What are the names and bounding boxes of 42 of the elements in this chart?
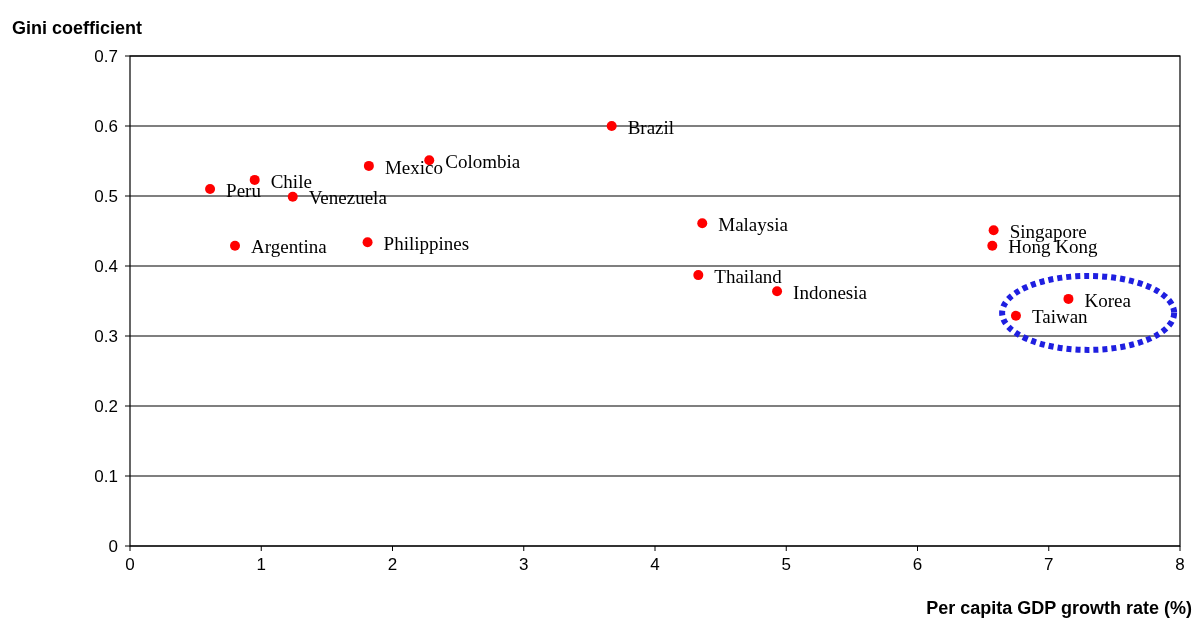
- annotation: Malaysia: [718, 213, 789, 235]
- x-tick-label: 1: [256, 555, 266, 574]
- x-tick-label: 4: [650, 555, 660, 574]
- y-tick-label: 0.4: [94, 256, 118, 276]
- annotation: Thailand: [714, 265, 783, 287]
- x-tick-label: 6: [912, 555, 923, 574]
- y-tick-label: 0.2: [94, 396, 118, 416]
- point: [772, 286, 783, 297]
- y-axis-title: Gini coefficient: [12, 18, 143, 38]
- annotation: Indonesia: [793, 281, 868, 303]
- point: [362, 237, 373, 248]
- annotation: Argentina: [251, 236, 328, 258]
- annotation: Brazil: [627, 116, 675, 138]
- x-tick-label: 3: [519, 555, 529, 574]
- x-tick-label: 5: [781, 555, 791, 574]
- y-tick-label: 0.6: [94, 116, 118, 136]
- annotation: Mexico: [384, 156, 443, 178]
- point: [987, 240, 998, 251]
- x-tick-label: 0: [125, 555, 135, 574]
- point: [697, 218, 708, 229]
- point: [693, 270, 704, 281]
- annotation: Philippines: [383, 232, 470, 254]
- point: [988, 225, 999, 236]
- x-axis-title: Per capita GDP growth rate (%): [926, 598, 1192, 618]
- y-tick-label: 0.3: [94, 326, 118, 346]
- point: [363, 160, 374, 171]
- annotation: Peru: [226, 179, 262, 201]
- point: [287, 191, 298, 202]
- point: [606, 121, 617, 131]
- point: [230, 240, 240, 251]
- x-tick-label: 2: [387, 555, 398, 574]
- x-tick-label: 8: [1175, 555, 1185, 574]
- y-tick-label: 0.7: [94, 46, 118, 66]
- point: [1010, 310, 1021, 321]
- x-tick-label: 7: [1044, 555, 1054, 574]
- annotation: Colombia: [445, 150, 521, 172]
- y-tick-label: 0: [108, 536, 118, 556]
- point: [1063, 293, 1074, 304]
- y-tick-label: 0.1: [94, 466, 118, 486]
- point: [205, 184, 216, 194]
- y-tick-label: 0.5: [94, 186, 118, 206]
- point: [249, 174, 260, 185]
